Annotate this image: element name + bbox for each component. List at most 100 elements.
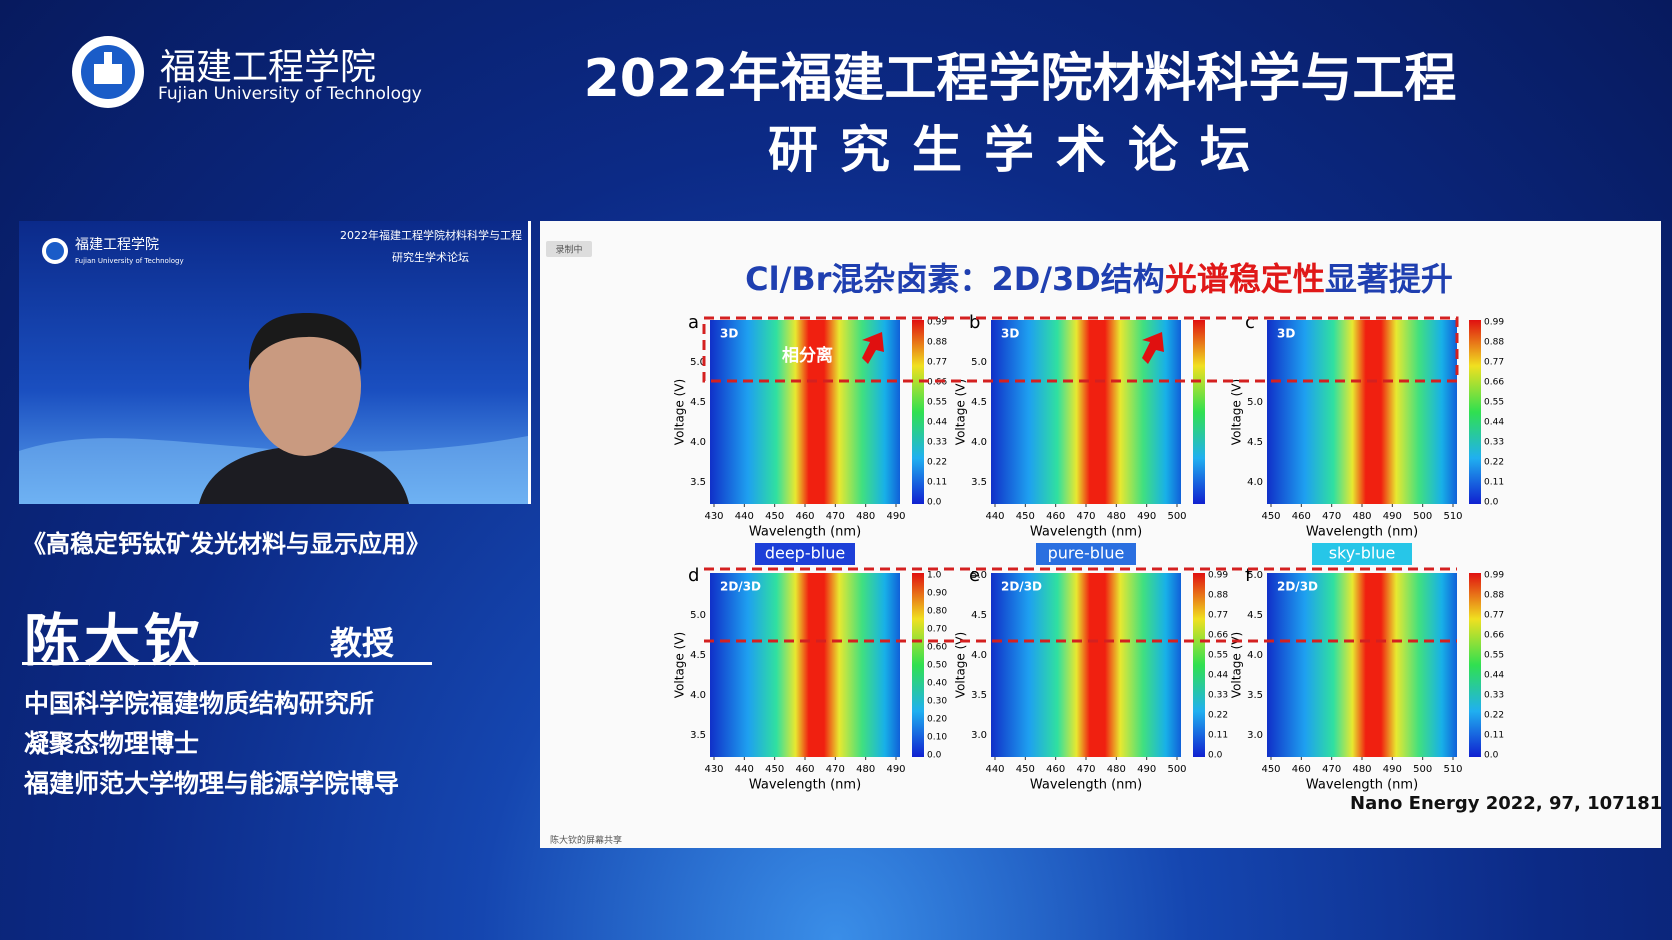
category-tag	[1312, 543, 1412, 565]
y-tick-label: 4.5	[690, 397, 706, 408]
colorbar-label: 0.77	[927, 358, 947, 368]
colorbar	[912, 573, 924, 757]
x-tick-label: 510	[1443, 764, 1462, 775]
colorbar-label: 0.44	[1208, 671, 1228, 681]
y-tick-label: 3.5	[690, 730, 706, 741]
speaker-role: 教授	[330, 624, 395, 662]
x-tick-label: 430	[704, 764, 723, 775]
colorbar-label: 0.0	[927, 498, 942, 508]
x-tick-label: 490	[886, 511, 905, 522]
x-tick-label: 430	[704, 511, 723, 522]
colorbar-label: 0.80	[927, 607, 947, 617]
x-tick-label: 490	[1137, 764, 1156, 775]
x-tick-label: 470	[1322, 511, 1341, 522]
colorbar-label: 1.0	[927, 571, 942, 581]
x-tick-label: 460	[1046, 764, 1065, 775]
category-tag	[1036, 543, 1136, 565]
colorbar-label: 0.33	[1484, 438, 1504, 448]
y-tick-label: 4.0	[690, 437, 706, 448]
colorbar-label: 0.77	[1484, 358, 1504, 368]
y-axis-label: Voltage (V)	[1230, 379, 1244, 445]
x-tick-label: 480	[1107, 764, 1126, 775]
colorbar-label: 0.22	[1484, 458, 1504, 468]
y-tick-label: 4.5	[1247, 437, 1263, 448]
x-tick-label: 440	[735, 764, 754, 775]
y-tick-label: 4.0	[1247, 650, 1263, 661]
colorbar-label: 0.60	[927, 643, 947, 653]
category-label: sky-blue	[1329, 544, 1396, 563]
category-label: pure-blue	[1048, 544, 1125, 563]
colorbar-label: 0.40	[927, 679, 947, 689]
x-tick-label: 480	[856, 764, 875, 775]
colorbar-label: 0.44	[927, 418, 947, 428]
colorbar-label: 0.33	[927, 438, 947, 448]
colorbar-label: 0.11	[1484, 478, 1504, 488]
person-body	[199, 446, 409, 504]
heatmap	[710, 573, 900, 757]
heatmap	[1267, 320, 1457, 504]
y-tick-label: 5.0	[971, 570, 987, 581]
x-tick-label: 470	[1076, 511, 1095, 522]
x-tick-label: 480	[1352, 764, 1371, 775]
x-tick-label: 450	[1016, 764, 1035, 775]
panel-letter: d	[688, 565, 699, 586]
recording-label: 录制中	[555, 244, 582, 256]
arrow	[862, 332, 884, 364]
x-tick-label: 480	[856, 511, 875, 522]
colorbar-label: 0.66	[1484, 631, 1504, 641]
colorbar-label: 0.33	[1484, 691, 1504, 701]
x-tick-label: 500	[1167, 511, 1186, 522]
colorbar-label: 0.55	[1484, 651, 1504, 661]
colorbar-label: 0.22	[1484, 711, 1504, 721]
video-subtitle: 研究生学术论坛	[392, 250, 469, 264]
panel-tag: 3D	[1001, 327, 1019, 341]
heading-highlight: 光谱稳定性	[1165, 260, 1325, 298]
x-tick-label: 440	[985, 511, 1004, 522]
heading-part: 显著提升	[1325, 260, 1453, 298]
colorbar-label: 0.99	[1208, 571, 1228, 581]
y-tick-label: 3.5	[1247, 690, 1263, 701]
y-axis-label: Voltage (V)	[954, 379, 968, 445]
panel-tag: 2D/3D	[1001, 580, 1042, 594]
y-tick-label: 5.0	[690, 357, 706, 368]
colorbar-label: 0.30	[927, 697, 947, 707]
x-tick-label: 500	[1167, 764, 1186, 775]
y-tick-label: 3.5	[971, 477, 987, 488]
colorbar-label: 0.22	[1208, 711, 1228, 721]
shared-slide: 录制中 Cl/Br混杂卤素：2D/3D结构光谱稳定性显著提升 Nano Ener…	[540, 221, 1661, 848]
x-tick-label: 440	[735, 511, 754, 522]
divider	[22, 662, 432, 665]
arrow	[1142, 332, 1164, 364]
y-tick-label: 3.5	[690, 477, 706, 488]
logo-emblem	[72, 36, 144, 108]
colorbar	[1193, 573, 1205, 757]
heatmap	[991, 573, 1181, 757]
colorbar-label: 0.90	[927, 589, 947, 599]
x-tick-label: 450	[765, 764, 784, 775]
colorbar-label: 0.11	[927, 478, 947, 488]
x-tick-label: 500	[1413, 511, 1432, 522]
colorbar-label: 0.88	[1484, 591, 1504, 601]
x-tick-label: 440	[985, 764, 1004, 775]
person-head	[249, 316, 361, 456]
x-tick-label: 450	[1016, 511, 1035, 522]
colorbar-label: 0.99	[1484, 571, 1504, 581]
panel-letter: c	[1245, 312, 1255, 333]
speaker-video: 福建工程学院 Fujian University of Technology 2…	[19, 221, 531, 504]
highlight-box	[702, 316, 1459, 383]
y-axis-label: Voltage (V)	[954, 632, 968, 698]
colorbar-label: 0.0	[927, 751, 942, 761]
colorbar-label: 0.99	[927, 318, 947, 328]
colorbar-label: 0.11	[1484, 731, 1504, 741]
x-axis-label: Wavelength (nm)	[749, 525, 861, 540]
x-axis-label: Wavelength (nm)	[1306, 525, 1418, 540]
colorbar-label: 0.66	[1208, 631, 1228, 641]
x-tick-label: 460	[1046, 511, 1065, 522]
colorbar-label: 0.0	[1484, 751, 1499, 761]
colorbar	[1469, 320, 1481, 504]
colorbar-label: 0.77	[1208, 611, 1228, 621]
x-tick-label: 450	[1261, 764, 1280, 775]
colorbar-label: 0.88	[1484, 338, 1504, 348]
